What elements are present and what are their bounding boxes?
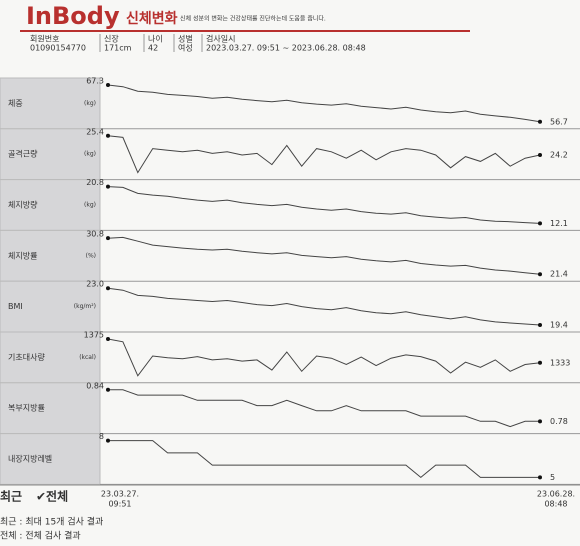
end-point [538, 119, 542, 124]
row-label: 복부지방률 [8, 403, 45, 413]
value-label: 30.8 [86, 230, 104, 239]
end-point [106, 387, 110, 392]
end-point [106, 286, 110, 291]
end-point [538, 272, 542, 277]
tab[interactable]: 최근 [0, 489, 22, 504]
row-label: 체지방률 [8, 250, 37, 260]
info-label: 나이 [148, 34, 163, 44]
end-point [106, 337, 110, 341]
brand: InBody [26, 2, 120, 30]
trend-line [107, 84, 541, 123]
label-cell [0, 331, 101, 384]
info-value: 171cm [104, 44, 132, 53]
info-label: 검사일시 [206, 34, 235, 44]
end-time: 08:48 [544, 500, 567, 509]
label-cell [0, 382, 101, 435]
label-cell [0, 128, 101, 181]
end-point [106, 83, 110, 87]
row-unit: (%) [86, 252, 96, 259]
info-label: 회원번호 [30, 35, 59, 44]
tab[interactable]: ✔전체 [36, 489, 68, 504]
row-label: 체중 [8, 98, 23, 108]
row-unit: (kg/m²) [74, 303, 96, 310]
note: 전체 : 전체 검사 결과 [0, 530, 81, 542]
trend-line [108, 389, 540, 428]
value-label: 5 [550, 473, 555, 482]
subtitle: 신체 성분의 변화는 건강상태를 진단하는데 도움을 줍니다. [180, 15, 326, 23]
value-label: 67.3 [86, 77, 104, 86]
note: 최근 : 최대 15개 검사 결과 [0, 516, 103, 528]
end-point [538, 221, 542, 226]
trend-line [107, 186, 541, 224]
row-unit: (kg) [84, 202, 96, 209]
end-point [106, 236, 110, 241]
trend-line [107, 338, 541, 377]
label-cell [0, 433, 101, 485]
value-label: 19.4 [550, 321, 568, 330]
value-label: 25.4 [86, 127, 104, 136]
info-value: 2023.03.27. 09:51 ~ 2023.06.28. 08:48 [206, 44, 366, 53]
info-value: 42 [148, 44, 158, 53]
label-cell [0, 77, 101, 130]
row-label: BMI [8, 302, 23, 311]
end-point [538, 360, 542, 365]
value-label: 1375 [84, 331, 104, 340]
trend-line [107, 287, 541, 326]
info-value: 여성 [178, 43, 193, 53]
label-cell [0, 229, 101, 282]
value-label: 24.2 [550, 151, 568, 160]
value-label: 23.0 [86, 280, 104, 289]
value-label: 56.7 [550, 117, 568, 126]
row-label: 내장지방레벨 [8, 454, 52, 464]
row-unit: (kcal) [79, 354, 96, 361]
info-label: 성별 [178, 34, 193, 44]
value-label: 8 [99, 432, 104, 441]
title: 신체변화 [126, 11, 178, 27]
value-label: 0.78 [550, 417, 568, 426]
value-label: 12.1 [550, 219, 568, 228]
value-label: 20.8 [86, 178, 104, 187]
start-date: 23.03.27. [101, 490, 139, 499]
end-date: 23.06.28. [537, 490, 575, 499]
info-value: 01090154770 [30, 44, 86, 53]
end-point [538, 419, 542, 424]
end-point [538, 153, 542, 157]
end-point [106, 133, 110, 138]
charts: 체중 (kg) 67.3 56.7 골격근량 (kg) 25.4 24.2 체지방량 (kg) 20… [0, 77, 580, 485]
trend-line [108, 440, 540, 479]
row-unit: (kg) [84, 100, 96, 107]
start-time: 09:51 [108, 500, 131, 509]
info-label: 신장 [104, 34, 119, 44]
value-label: 21.4 [550, 270, 568, 279]
row-label: 체지방량 [8, 200, 38, 210]
row-label: 기초대사량 [8, 352, 45, 362]
trend-line [107, 135, 541, 174]
label-cell [0, 179, 101, 231]
end-point [538, 323, 542, 327]
trend-line [107, 236, 541, 275]
value-label: 1333 [550, 358, 570, 367]
row-label: 골격근량 [8, 149, 38, 159]
end-point [538, 475, 542, 480]
row-unit: (kg) [84, 151, 96, 158]
end-point [106, 184, 110, 189]
end-point [106, 438, 110, 443]
value-label: 0.84 [86, 381, 104, 390]
